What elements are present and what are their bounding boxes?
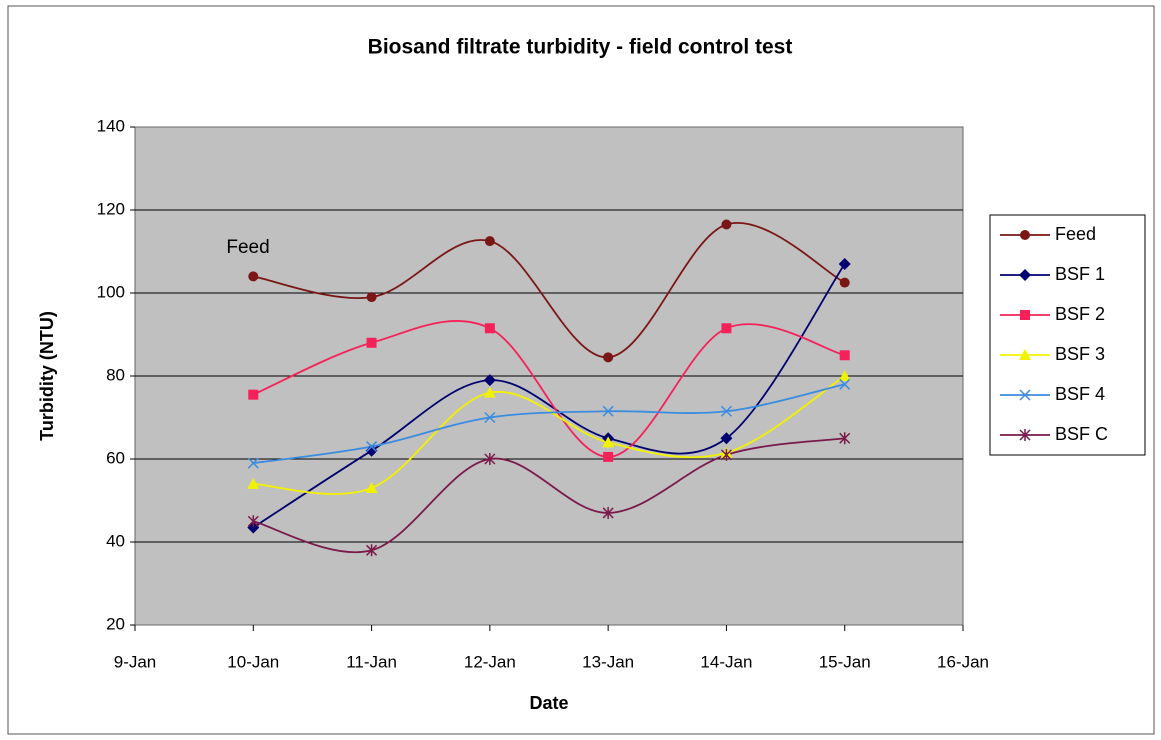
data-point	[721, 219, 732, 230]
legend-marker	[1019, 389, 1031, 401]
x-tick-label: 10-Jan	[227, 652, 279, 671]
data-point	[484, 323, 495, 334]
x-tick-label: 13-Jan	[582, 652, 634, 671]
x-tick-label: 16-Jan	[937, 652, 989, 671]
data-point	[365, 482, 378, 494]
legend-marker	[1019, 429, 1031, 441]
data-point	[483, 386, 496, 398]
y-tick-label: 20	[106, 614, 125, 633]
data-point	[247, 477, 260, 489]
data-point	[839, 378, 851, 390]
y-tick-label: 120	[97, 199, 125, 218]
legend-marker	[1020, 310, 1030, 320]
legend-label: BSF 3	[1055, 344, 1105, 364]
legend-label: BSF 2	[1055, 304, 1105, 324]
x-tick-label: 15-Jan	[819, 652, 871, 671]
data-point	[603, 451, 614, 462]
y-tick-label: 140	[97, 116, 125, 135]
legend-label: BSF 4	[1055, 384, 1105, 404]
x-tick-label: 9-Jan	[114, 652, 157, 671]
legend	[989, 214, 1146, 456]
data-point	[839, 432, 851, 445]
data-point	[484, 236, 495, 247]
data-point	[602, 506, 614, 519]
data-point	[838, 257, 851, 270]
y-tick-label: 40	[106, 531, 125, 550]
legend-marker	[1019, 349, 1031, 360]
data-point	[248, 389, 259, 400]
legend-marker	[1020, 230, 1030, 240]
data-point	[365, 444, 378, 457]
data-point	[247, 515, 259, 528]
data-point	[484, 411, 496, 424]
y-tick-label: 100	[97, 282, 125, 301]
chart-title: Biosand filtrate turbidity - field contr…	[368, 36, 793, 59]
data-point	[602, 436, 615, 448]
data-point	[483, 374, 496, 387]
data-point	[721, 323, 732, 334]
data-point	[602, 405, 614, 417]
legend-label: BSF C	[1055, 424, 1108, 444]
data-point	[248, 271, 259, 282]
data-point	[366, 337, 377, 348]
series-line	[253, 375, 846, 495]
data-point	[720, 432, 733, 445]
legend-label: BSF 1	[1055, 264, 1105, 284]
annotation: Feed	[226, 237, 269, 258]
data-point	[838, 370, 851, 381]
y-axis-label: Turbidity (NTU)	[37, 311, 57, 441]
data-point	[839, 277, 850, 288]
data-point	[603, 352, 614, 363]
x-tick-label: 12-Jan	[464, 652, 516, 671]
data-point	[720, 405, 732, 417]
x-tick-label: 14-Jan	[700, 652, 752, 671]
data-point	[247, 457, 259, 469]
legend-label: Feed	[1055, 224, 1096, 244]
data-point	[839, 350, 850, 361]
legend-marker	[1019, 269, 1031, 281]
data-point	[366, 292, 377, 303]
y-tick-label: 60	[106, 448, 125, 467]
data-point	[720, 448, 732, 461]
data-point	[366, 544, 378, 557]
data-point	[484, 453, 496, 465]
x-tick-label: 11-Jan	[346, 652, 397, 671]
y-tick-label: 80	[106, 365, 125, 384]
series-line	[253, 383, 845, 465]
data-point	[366, 441, 378, 453]
x-axis-label: Date	[529, 693, 568, 713]
